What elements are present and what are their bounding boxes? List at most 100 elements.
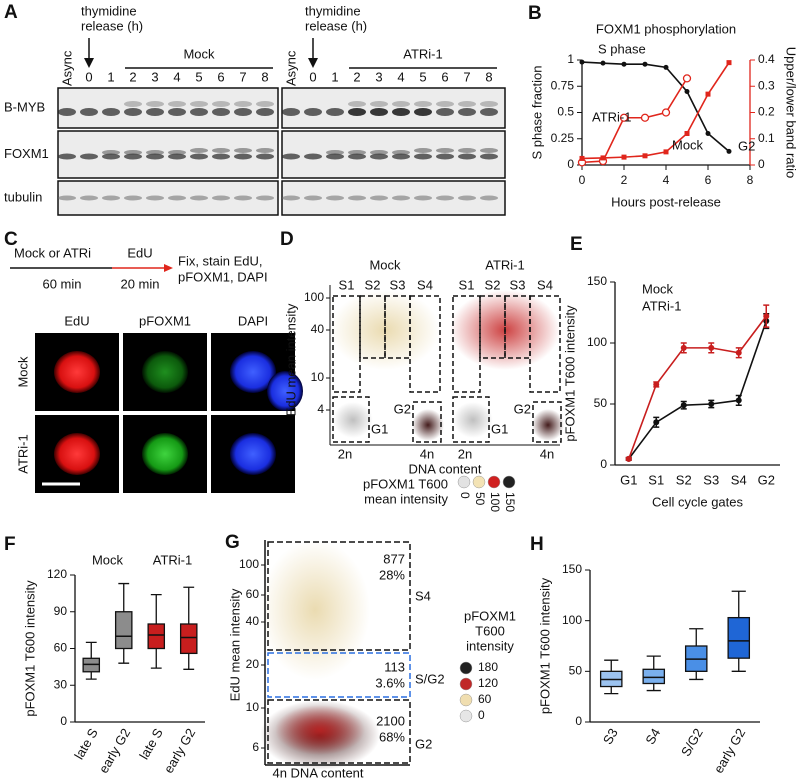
lane-label: 1 bbox=[331, 69, 338, 84]
lane-label: 5 bbox=[195, 69, 202, 84]
y-tick-label: 100 bbox=[562, 613, 582, 627]
whisker-high bbox=[646, 655, 661, 670]
y-tick-label: 100 bbox=[239, 557, 259, 571]
y2-tick-label: 0 bbox=[758, 157, 765, 171]
band bbox=[80, 153, 98, 160]
legend-swatch bbox=[459, 693, 473, 707]
legend-swatch bbox=[459, 661, 473, 675]
band bbox=[304, 195, 322, 201]
band bbox=[168, 153, 186, 160]
band bbox=[480, 153, 498, 160]
gate-count: 2100 bbox=[376, 713, 405, 728]
x-tick-label: S3 bbox=[703, 472, 719, 487]
blot bbox=[281, 87, 506, 129]
lane-label: 0 bbox=[85, 69, 92, 84]
band bbox=[190, 148, 208, 153]
condition-label: ATRi-1 bbox=[485, 257, 524, 272]
lane-label: 7 bbox=[239, 69, 246, 84]
legend-label: 180 bbox=[478, 660, 498, 674]
gate-percent: 3.6% bbox=[375, 675, 405, 690]
band bbox=[436, 101, 454, 107]
band bbox=[212, 108, 230, 116]
y-tick-label: 6 bbox=[252, 740, 259, 754]
legend-title: pFOXM1 T600 bbox=[363, 476, 448, 491]
x-tick-label: late S bbox=[136, 725, 166, 762]
marker bbox=[600, 155, 606, 161]
band bbox=[256, 148, 274, 153]
band bbox=[168, 195, 186, 201]
legend-title: T600 bbox=[475, 623, 505, 638]
condition-label: ATRi-1 bbox=[403, 46, 442, 61]
y-tick-label: 10 bbox=[246, 700, 260, 714]
band bbox=[58, 195, 76, 201]
band bbox=[392, 101, 410, 107]
gate bbox=[332, 396, 370, 443]
whisker-low bbox=[731, 658, 746, 672]
marker bbox=[663, 64, 669, 70]
release-label: release (h) bbox=[305, 18, 367, 33]
gate bbox=[452, 295, 481, 393]
gate-label: G2 bbox=[415, 736, 432, 751]
legend-swatch bbox=[459, 677, 473, 691]
marker bbox=[579, 155, 585, 161]
channel-label: pFOXM1 bbox=[139, 313, 191, 328]
x-tick-label: 8 bbox=[747, 173, 754, 187]
schematic-label: 20 min bbox=[120, 276, 159, 291]
marker bbox=[726, 60, 732, 66]
marker bbox=[680, 402, 687, 409]
schematic-label: 60 min bbox=[42, 276, 81, 291]
panel-letter: E bbox=[570, 234, 583, 255]
band bbox=[234, 153, 252, 160]
series-line bbox=[581, 62, 730, 160]
panel-letter: A bbox=[4, 2, 18, 23]
arrow-head bbox=[308, 58, 318, 68]
condition-label: Mock bbox=[183, 46, 215, 61]
box bbox=[642, 668, 666, 685]
legend-label: 120 bbox=[478, 676, 498, 690]
series-label: Mock bbox=[672, 137, 704, 152]
whisker-low bbox=[183, 653, 195, 670]
x-tick-label: 2n bbox=[338, 446, 352, 461]
band bbox=[124, 153, 142, 160]
annotation: G2 bbox=[738, 138, 755, 153]
x-tick-label: S/G2 bbox=[678, 726, 706, 759]
panel-letter: H bbox=[530, 534, 544, 555]
group-label: ATRi-1 bbox=[153, 552, 192, 567]
marker bbox=[705, 131, 711, 136]
marker bbox=[663, 149, 669, 155]
y2-axis-title: Upper/lower band ratio bbox=[784, 47, 799, 179]
marker bbox=[763, 313, 770, 320]
nucleus bbox=[230, 351, 276, 393]
x-tick-label: S4 bbox=[642, 726, 663, 747]
lane-label: 2 bbox=[353, 69, 360, 84]
release-label: release (h) bbox=[81, 18, 143, 33]
band bbox=[80, 108, 98, 116]
x-axis-title: Cell cycle gates bbox=[652, 494, 744, 509]
row-label: B-MYB bbox=[4, 99, 45, 114]
panel-letter: D bbox=[280, 229, 294, 250]
band bbox=[256, 108, 274, 116]
gate-percent: 68% bbox=[379, 729, 405, 744]
band bbox=[124, 195, 142, 201]
y-tick-label: 0 bbox=[575, 714, 582, 728]
band bbox=[392, 108, 410, 116]
gate bbox=[452, 396, 490, 443]
y2-tick-label: 0.1 bbox=[758, 131, 775, 145]
lane-label: 3 bbox=[151, 69, 158, 84]
whisker-low bbox=[85, 671, 97, 680]
y-tick-label: 0.75 bbox=[551, 78, 575, 92]
y-tick-label: 40 bbox=[246, 614, 260, 628]
x-tick-label: S1 bbox=[648, 472, 664, 487]
band bbox=[168, 108, 186, 116]
y-tick-label: 30 bbox=[54, 677, 68, 691]
gate-label: G1 bbox=[371, 421, 388, 436]
band bbox=[480, 101, 498, 107]
legend-title: pFOXM1 bbox=[464, 608, 516, 623]
arrow-head bbox=[84, 58, 94, 68]
x-tick-label: early G2 bbox=[161, 726, 199, 776]
band bbox=[190, 195, 208, 201]
gate-label: G1 bbox=[491, 421, 508, 436]
pulse-arrow bbox=[164, 264, 173, 272]
lane-label: 4 bbox=[397, 69, 404, 84]
